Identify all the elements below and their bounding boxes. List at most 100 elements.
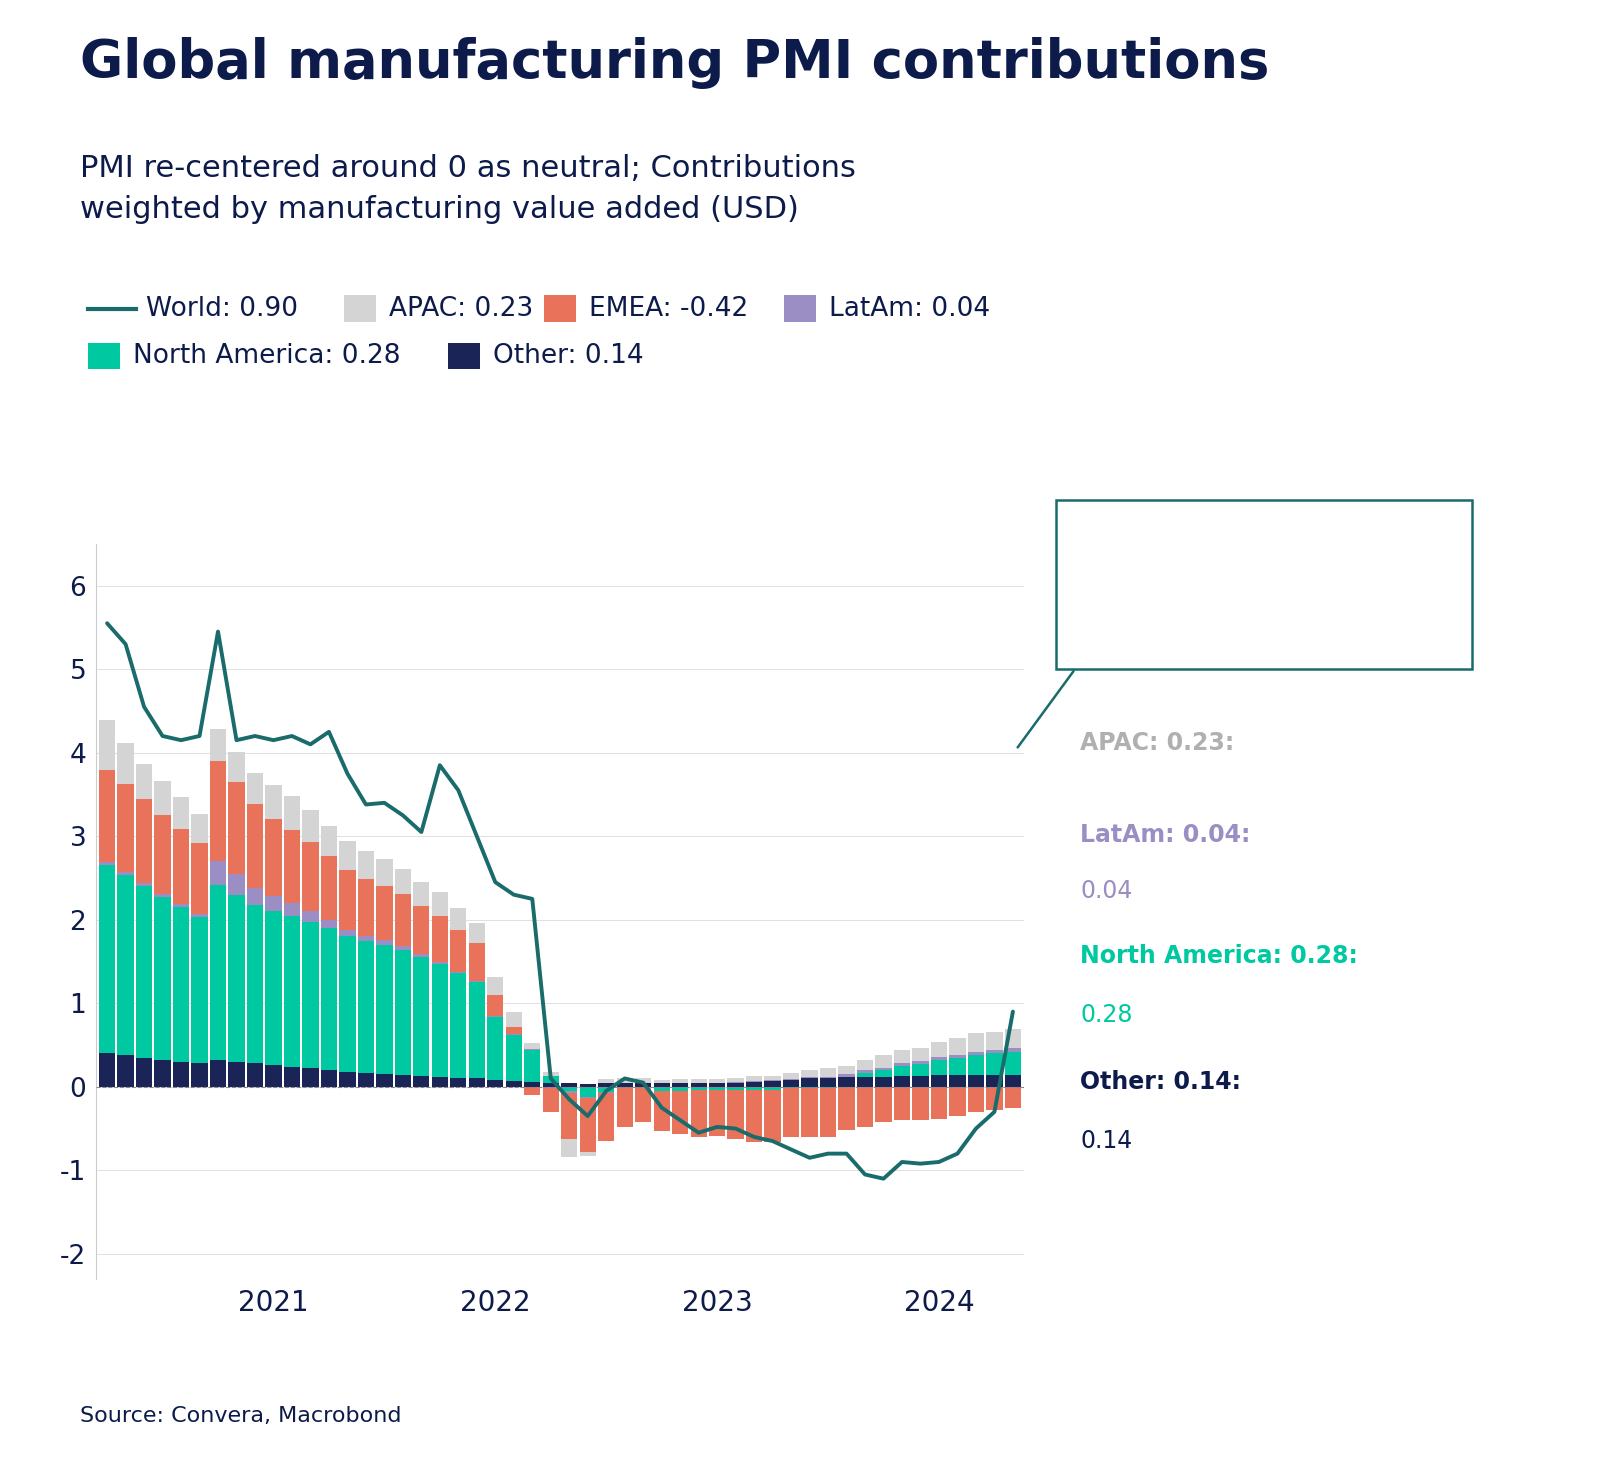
Bar	[469, 923, 485, 944]
Bar	[117, 742, 134, 785]
Bar	[506, 1035, 522, 1080]
Bar	[746, 1091, 762, 1142]
Bar	[542, 1072, 558, 1076]
Bar	[968, 1033, 984, 1051]
Text: North America: 0.28: North America: 0.28	[133, 343, 400, 369]
Bar	[691, 1082, 707, 1086]
Bar	[616, 1086, 634, 1127]
Bar	[486, 1016, 504, 1017]
Bar	[746, 1082, 762, 1086]
Bar	[709, 1079, 725, 1082]
Bar	[728, 1086, 744, 1091]
Bar	[949, 1075, 965, 1086]
Bar	[173, 907, 189, 1061]
Bar	[320, 856, 338, 920]
Bar	[819, 1079, 837, 1086]
Bar	[875, 1086, 891, 1122]
Bar	[858, 1086, 874, 1127]
Bar	[450, 972, 467, 973]
Text: 0.14: 0.14	[1080, 1129, 1133, 1152]
Bar	[802, 1076, 818, 1079]
Bar	[838, 1086, 854, 1130]
Bar	[986, 1032, 1003, 1050]
Bar	[486, 995, 504, 1016]
Bar	[819, 1069, 837, 1076]
Bar	[728, 1091, 744, 1139]
Text: Other: 0.14: Other: 0.14	[493, 343, 643, 369]
Bar	[931, 1086, 947, 1119]
Bar	[579, 1152, 595, 1155]
Bar	[99, 866, 115, 1054]
Text: PMI re-centered around 0 as neutral; Contributions
weighted by manufacturing val: PMI re-centered around 0 as neutral; Con…	[80, 154, 856, 223]
Bar	[229, 873, 245, 895]
Bar	[117, 872, 134, 876]
Bar	[506, 1080, 522, 1086]
Bar	[173, 829, 189, 904]
Bar	[486, 976, 504, 995]
Bar	[819, 1086, 837, 1088]
Bar	[802, 1079, 818, 1086]
Bar	[117, 876, 134, 1055]
Bar	[598, 1083, 614, 1086]
Bar	[155, 897, 171, 1060]
Bar	[117, 1055, 134, 1086]
Bar	[283, 903, 301, 916]
Bar	[542, 1082, 558, 1086]
Bar	[246, 888, 262, 904]
Bar	[968, 1086, 984, 1111]
Bar	[246, 773, 262, 804]
Bar	[229, 751, 245, 782]
Bar	[1005, 1086, 1021, 1108]
Bar	[450, 1078, 467, 1086]
Bar	[99, 1054, 115, 1086]
Bar	[782, 1088, 800, 1136]
Bar	[173, 904, 189, 907]
Bar	[99, 770, 115, 861]
Bar	[358, 879, 374, 935]
Bar	[210, 761, 226, 861]
Bar	[949, 1058, 965, 1075]
Bar	[949, 1055, 965, 1058]
Text: 0.90: 0.90	[1075, 628, 1131, 651]
Bar	[469, 1079, 485, 1086]
Bar	[672, 1082, 688, 1086]
Bar	[413, 1076, 429, 1086]
Bar	[246, 904, 262, 1063]
Bar	[155, 1060, 171, 1086]
Text: Other: 0.14:: Other: 0.14:	[1080, 1070, 1242, 1094]
Bar	[894, 1086, 910, 1120]
Bar	[246, 1063, 262, 1086]
Bar	[192, 914, 208, 917]
Bar	[875, 1067, 891, 1070]
Bar	[136, 800, 152, 883]
Bar	[450, 908, 467, 931]
Bar	[616, 1079, 634, 1082]
Bar	[283, 1067, 301, 1086]
Bar	[838, 1066, 854, 1075]
Bar	[136, 764, 152, 800]
Bar	[562, 1083, 578, 1086]
Bar	[117, 785, 134, 872]
Text: APAC: 0.23:: APAC: 0.23:	[1080, 731, 1234, 754]
Bar	[542, 1088, 558, 1111]
Bar	[562, 1086, 578, 1091]
Bar	[358, 935, 374, 941]
Bar	[136, 886, 152, 1057]
Bar	[450, 973, 467, 1078]
Bar	[802, 1088, 818, 1136]
Bar	[875, 1055, 891, 1067]
Bar	[432, 964, 448, 1076]
Bar	[376, 939, 392, 945]
Bar	[968, 1075, 984, 1086]
Bar	[376, 858, 392, 885]
Bar	[765, 1091, 781, 1142]
Bar	[838, 1075, 854, 1076]
Bar	[302, 842, 318, 910]
Bar	[894, 1076, 910, 1086]
Bar	[395, 869, 411, 894]
Bar	[894, 1066, 910, 1076]
Bar	[432, 961, 448, 964]
Bar	[782, 1073, 800, 1079]
Bar	[709, 1091, 725, 1136]
Bar	[598, 1092, 614, 1141]
